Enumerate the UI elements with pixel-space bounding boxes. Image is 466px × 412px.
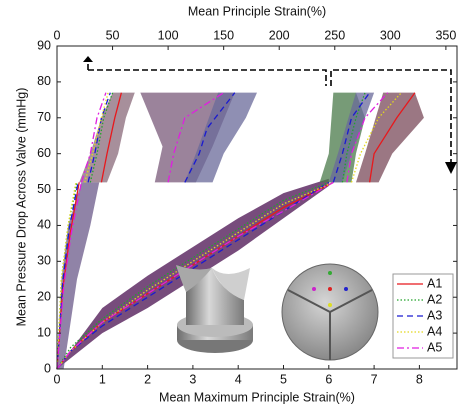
legend-label: A1 [427, 276, 442, 290]
y-tick-label: 30 [37, 254, 51, 268]
valve-illustration [176, 265, 253, 353]
x-tick-label: 3 [189, 372, 196, 386]
legend-label: A2 [427, 292, 442, 306]
x-tick-label: 4 [235, 372, 242, 386]
y-axis-title: Mean Pressure Drop Across Valve (mmHg) [14, 88, 28, 327]
x-tick-label: 6 [325, 372, 332, 386]
x2-tick-label: 50 [106, 28, 120, 42]
x2-tick-label: 100 [158, 28, 179, 42]
x-tick-label: 0 [54, 372, 61, 386]
x-tick-label: 5 [280, 372, 287, 386]
y-tick-label: 0 [44, 361, 51, 375]
legend-label: A4 [427, 324, 442, 338]
x2-tick-label: 250 [324, 28, 345, 42]
y-tick-label: 40 [37, 218, 51, 232]
x2-tick-label: 200 [269, 28, 290, 42]
x-axis-title: Mean Maximum Principle Strain(%) [159, 390, 355, 404]
y-tick-label: 80 [37, 74, 51, 88]
x-tick-label: 2 [144, 372, 151, 386]
y-tick-label: 50 [37, 182, 51, 196]
chart: A1 A2 A3 A4 A5 Mean Principle Strain(%) Mean… [0, 0, 466, 407]
y-tick-label: 60 [37, 146, 51, 160]
x-tick-label: 8 [416, 372, 423, 386]
y-tick-label: 20 [37, 290, 51, 304]
x2-tick-label: 0 [54, 28, 61, 42]
valve-top-view [282, 264, 378, 360]
legend-label: A3 [427, 308, 442, 322]
y-tick-label: 90 [37, 38, 51, 52]
y-tick-label: 10 [37, 325, 51, 339]
legend-label: A5 [427, 340, 442, 354]
x2-axis-title: Mean Principle Strain(%) [188, 4, 326, 18]
x-tick-label: 1 [99, 372, 106, 386]
std-band [79, 93, 135, 183]
x2-tick-label: 300 [380, 28, 401, 42]
y-tick-label: 70 [37, 110, 51, 124]
x-tick-label: 7 [371, 372, 378, 386]
x2-tick-label: 350 [435, 28, 456, 42]
x2-tick-label: 150 [213, 28, 234, 42]
